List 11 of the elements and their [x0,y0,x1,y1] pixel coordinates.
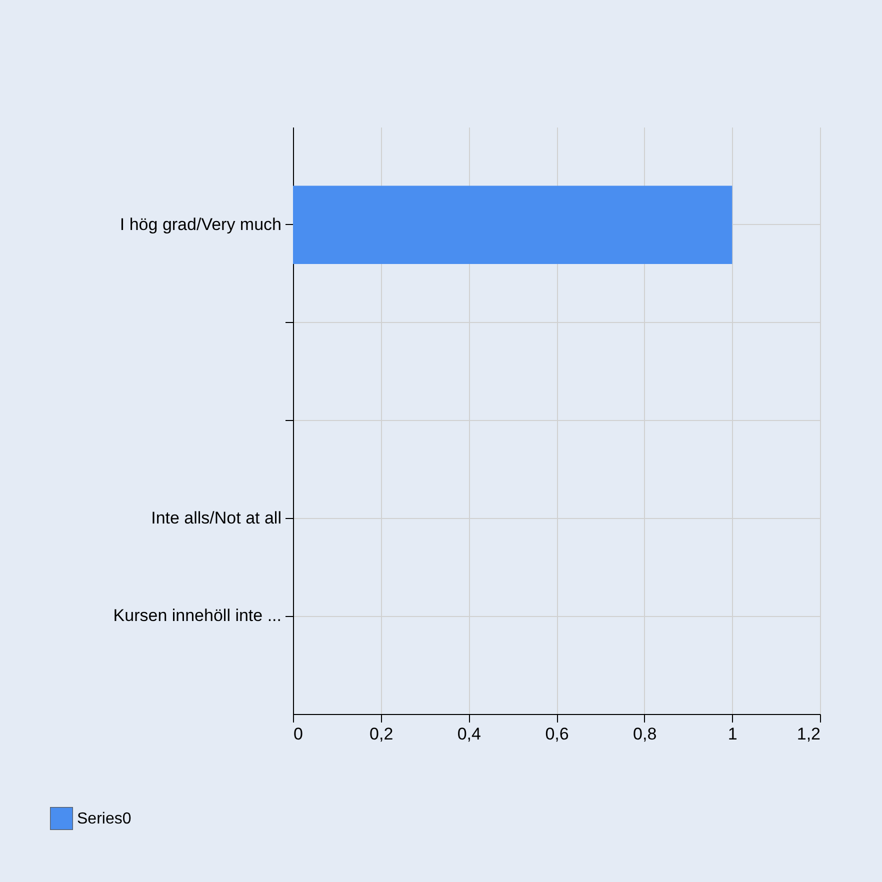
x-tick-label: 0,6 [545,724,569,744]
y-tick-label: I hög grad/Very much [120,214,282,234]
x-tick-label: 0,8 [633,724,657,744]
y-tick-label: Inte alls/Not at all [151,508,282,528]
x-tick-label: 0 [294,724,303,744]
x-tick-label: 1,2 [796,724,820,744]
x-tick-label: 0,4 [457,724,481,744]
x-tick-label: 1 [728,724,738,744]
legend-label: Series0 [77,810,132,828]
y-tick-label: Kursen innehöll inte ... [113,606,282,626]
x-tick-label: 0,2 [370,724,394,744]
